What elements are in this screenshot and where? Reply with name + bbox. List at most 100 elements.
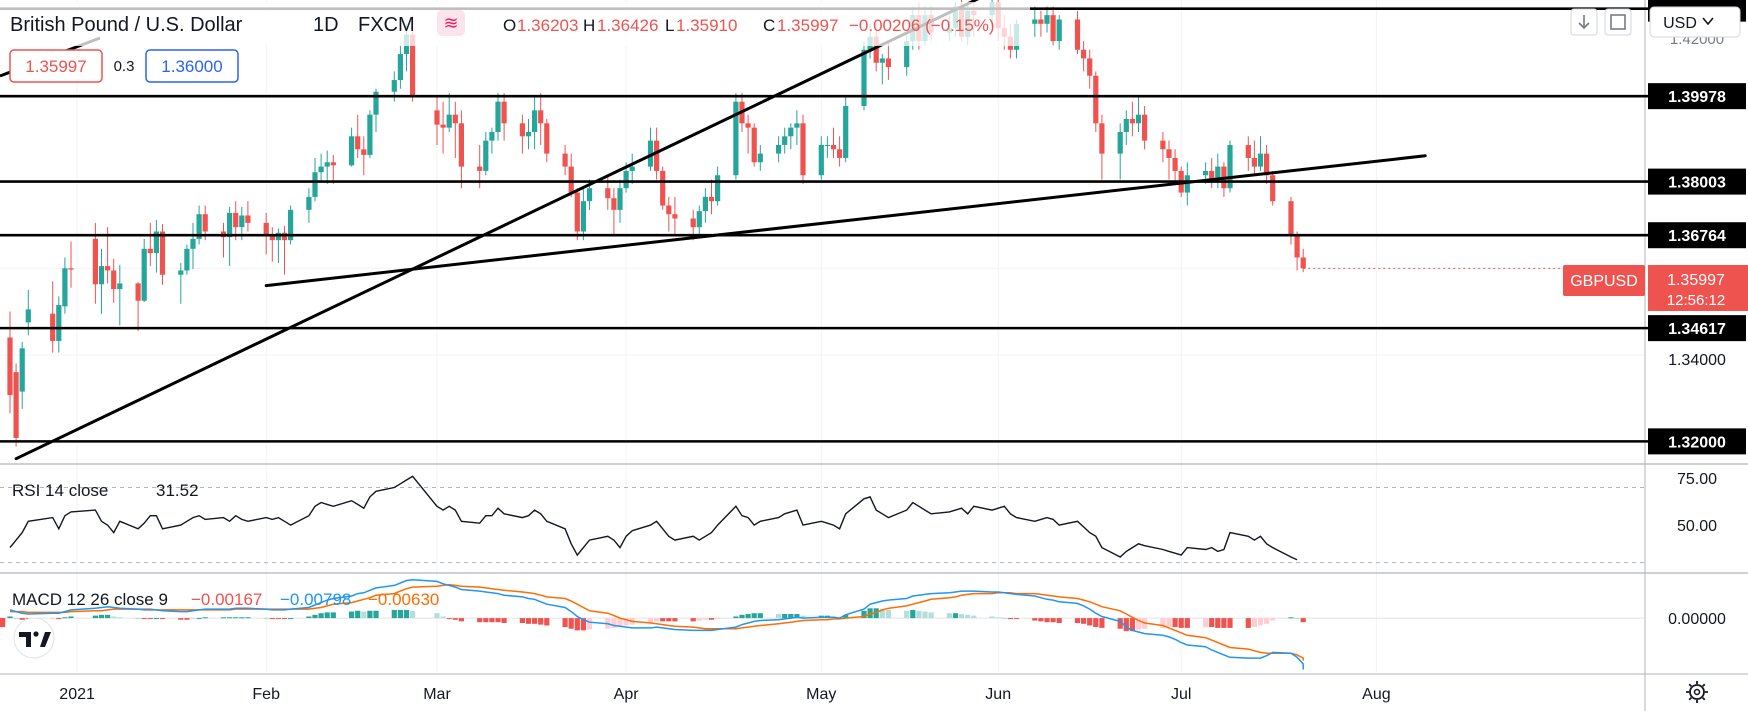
candle [68,241,74,288]
candle [1081,41,1087,72]
x-tick-label: Jul [1171,686,1191,703]
level-label-bg [1648,0,1746,22]
macd-histogram-bar [660,618,666,622]
macd-histogram-bar [306,616,312,619]
candle-body [239,215,245,228]
macd-histogram-bar [1270,618,1276,621]
level-label-bg [1648,83,1746,110]
macd-histogram-bar [1288,617,1294,619]
macd-histogram-bar [580,618,586,631]
candle-body [227,212,233,238]
macd-histogram-bar [318,613,324,619]
candle-body [117,283,123,290]
macd-histogram-bar [184,618,190,620]
candle-body [410,34,416,97]
candle-body [830,144,837,150]
candle-body [202,214,208,232]
macd-histogram-bar [1001,618,1007,620]
candle-body [1123,118,1129,132]
candle [483,131,489,176]
candle [1050,6,1056,46]
candle [660,166,666,210]
candle [434,96,440,145]
macd-histogram-bar [434,613,440,619]
candle-body [1001,28,1007,37]
macd-histogram-bar [1257,618,1264,626]
macd-histogram-bar [1093,618,1099,628]
macd-histogram-bar [1300,618,1306,623]
candle [794,110,800,145]
macd-histogram-bar [562,618,568,628]
macd-histogram-bar [904,610,910,619]
candle-body [837,149,843,158]
macd-histogram-bar [227,617,233,619]
macd-histogram-bar [861,610,867,619]
candle-body [1257,153,1264,167]
macd-histogram-bar [690,618,696,622]
candle-body [971,10,977,16]
candle-body [538,110,544,124]
macd-signal-line [10,583,1304,661]
macd-histogram-bar [196,618,202,620]
macd-histogram-bar [867,608,873,619]
candle [800,114,806,184]
candle [1117,123,1123,180]
candle-body [263,222,269,236]
macd-histogram-bar [1184,618,1190,628]
candle [757,144,763,171]
candle-body [135,283,141,301]
candle-body [159,231,166,275]
candle-body [391,80,397,92]
macd-histogram-bar [410,610,416,619]
candle-body [544,123,550,154]
macd-histogram-bar [647,618,654,623]
candle [519,114,525,154]
macd-histogram-bar [489,618,495,623]
candle-body [745,123,751,128]
macd-histogram-bar [190,618,196,620]
macd-histogram-bar [288,618,294,620]
candle [1135,97,1142,132]
candle [452,101,458,158]
macd-histogram-bar [873,608,879,619]
x-tick-label: Apr [614,686,640,703]
candle-body [647,140,654,167]
candle-body [1099,123,1105,154]
candle-body [800,123,806,176]
candle-body [501,101,507,124]
candle [1245,136,1251,171]
macd-histogram-bar [373,610,379,619]
macd-histogram-bar [7,616,13,619]
candle [1288,196,1294,245]
candle-body [788,127,794,137]
macd-histogram-bar [98,614,105,619]
macd-histogram-bar [330,612,336,619]
candle-body [1074,19,1081,50]
candle-body [483,140,489,171]
macd-histogram-bar [757,613,763,619]
candle-body [153,231,159,254]
candle [446,93,452,132]
candle [1099,114,1105,180]
candle [367,110,373,158]
candle [696,205,702,236]
candle-body [946,28,952,33]
candle-body [190,238,196,249]
candle-body [751,127,757,163]
macd-histogram-bar [361,611,367,619]
macd-histogram-bar [1203,618,1209,628]
candle-body [654,140,660,171]
candle [1056,15,1062,50]
macd-histogram-bar [1099,618,1105,628]
candle [702,188,708,223]
candle [263,212,269,255]
macd-histogram-bar [568,618,574,629]
level-label-bg [1648,222,1746,249]
macd-histogram-bar [1135,618,1142,630]
candle-body [525,131,532,137]
candle [837,136,843,167]
level-label: 1.38003 [1668,175,1726,192]
rsi-tick-label: 50.00 [1677,518,1717,535]
